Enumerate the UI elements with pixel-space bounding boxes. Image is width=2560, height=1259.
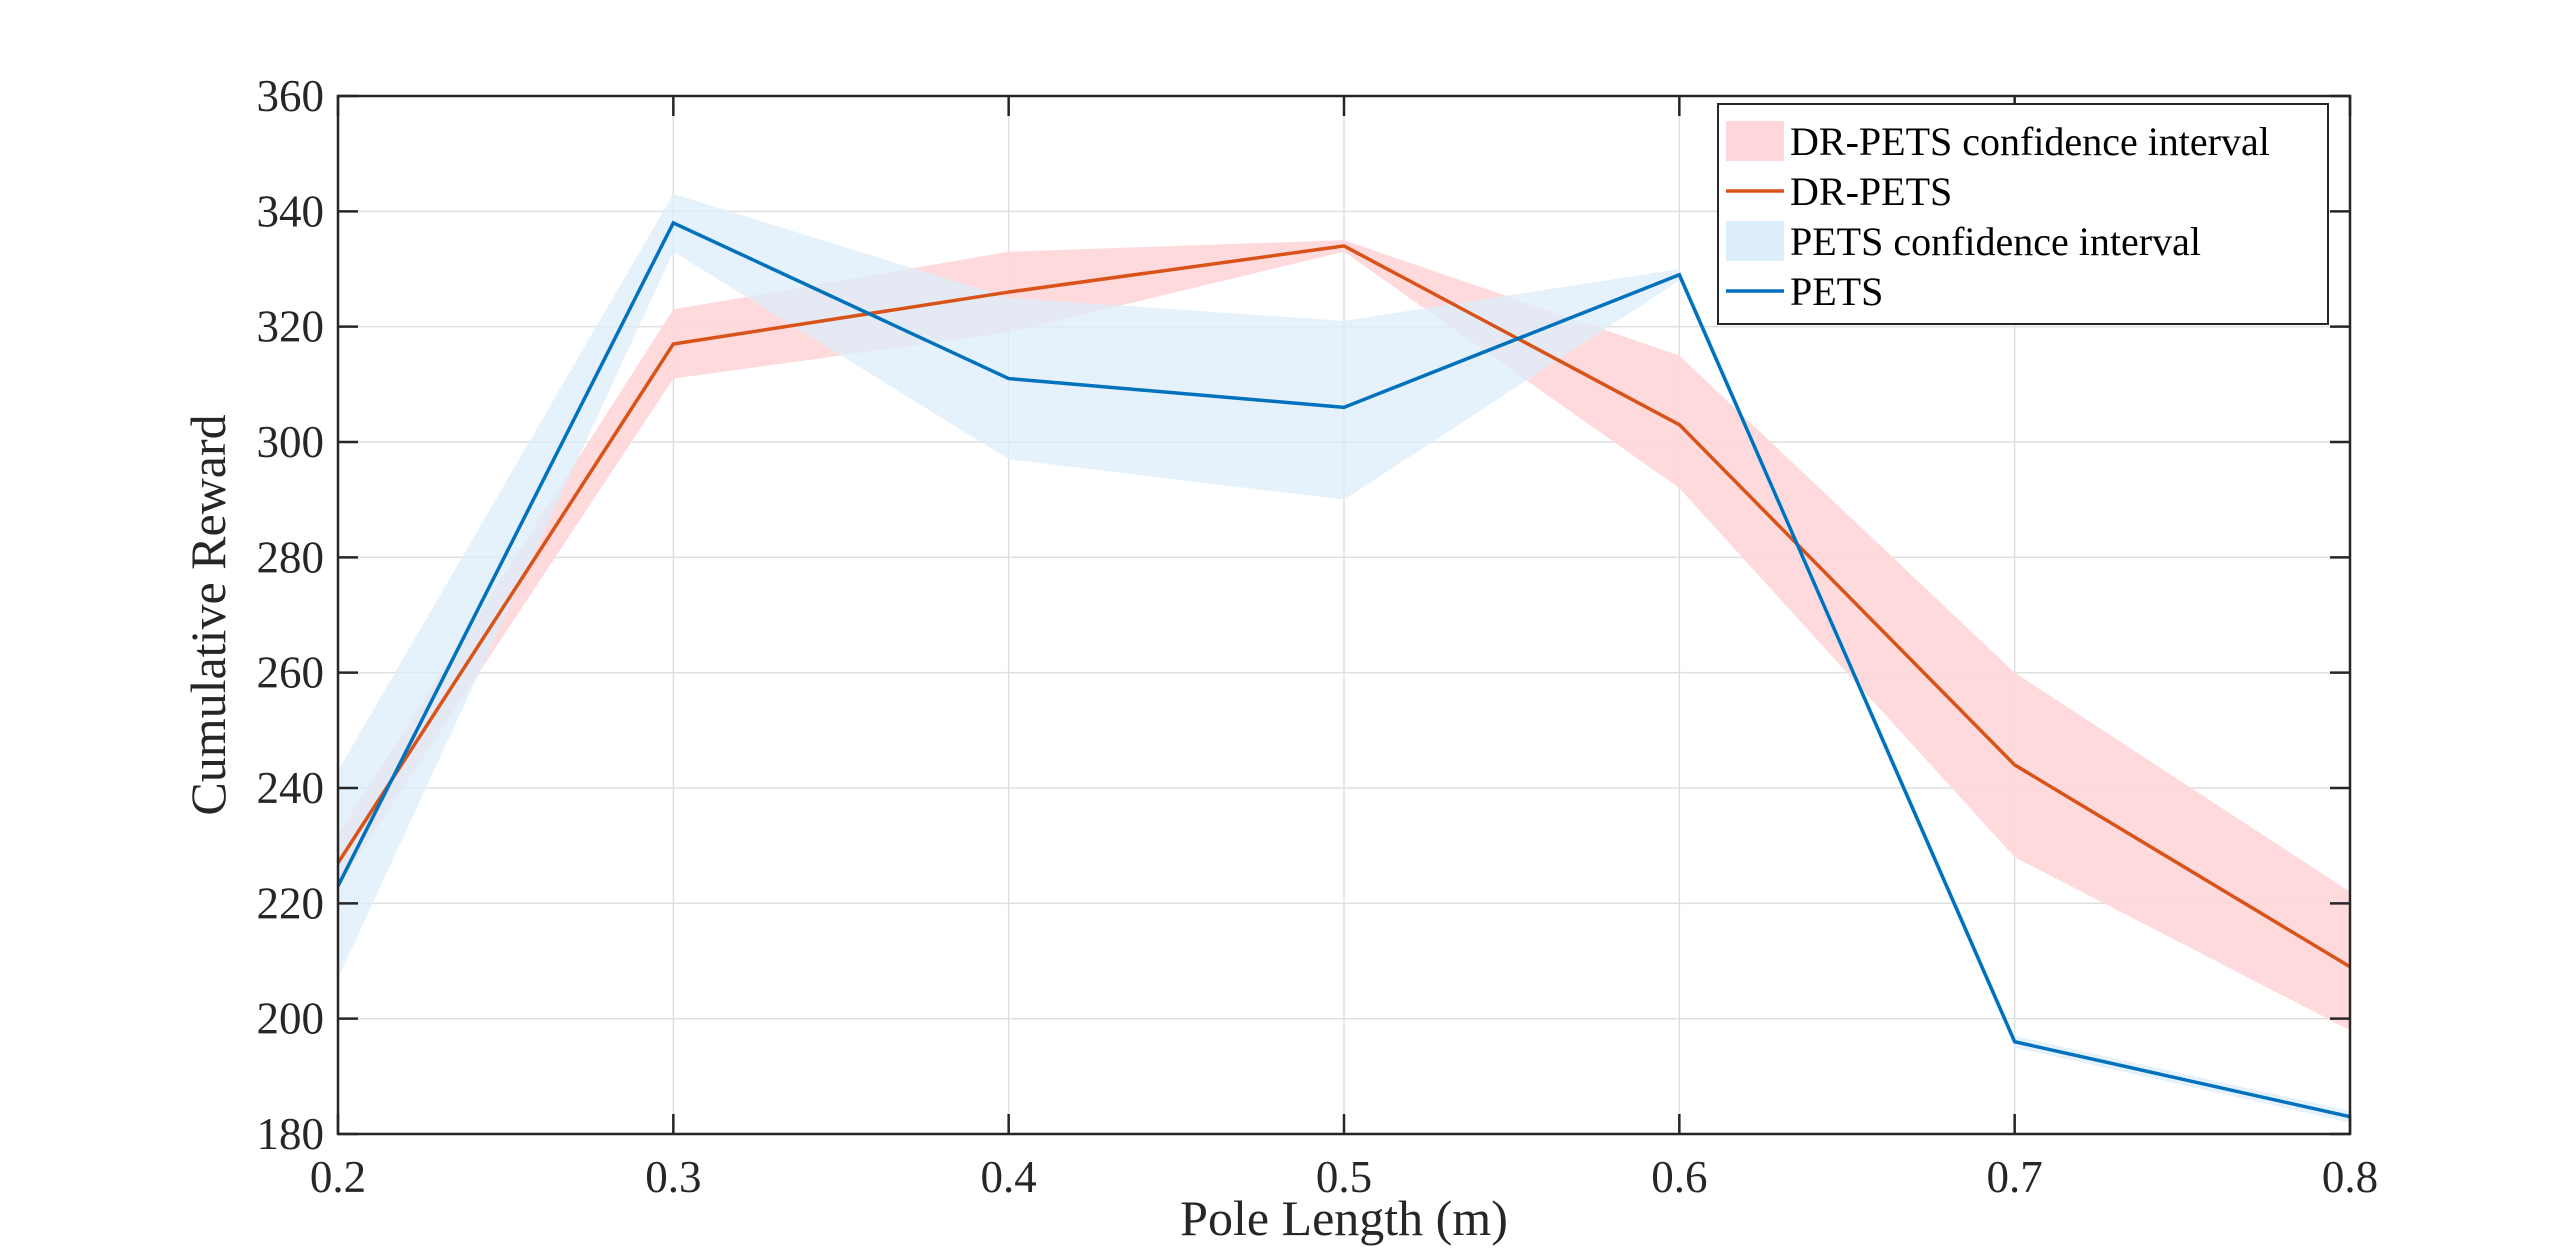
legend-entry-label: DR-PETS bbox=[1790, 169, 1952, 214]
legend-box bbox=[1717, 103, 2329, 325]
x-axis-label: Pole Length (m) bbox=[1180, 1190, 1508, 1246]
series-line-dr-pets bbox=[336, 244, 2351, 969]
y-tick-label: 200 bbox=[257, 994, 325, 1044]
x-tick-label: 0.3 bbox=[645, 1152, 701, 1202]
x-tick-label: 0.8 bbox=[2322, 1152, 2378, 1202]
y-tick-label: 320 bbox=[257, 302, 325, 352]
legend-entry-label: DR-PETS confidence interval bbox=[1790, 119, 2270, 164]
series-line-pets bbox=[336, 220, 2351, 1119]
legend-swatch-band bbox=[1726, 121, 1784, 161]
y-tick-label: 280 bbox=[257, 532, 325, 582]
x-tick-label: 0.5 bbox=[1316, 1152, 1372, 1202]
x-tick-label: 0.2 bbox=[310, 1152, 366, 1202]
y-tick-label: 240 bbox=[257, 763, 325, 813]
y-tick-label: 300 bbox=[257, 417, 325, 467]
confidence-band-dr-pets bbox=[338, 240, 2350, 1031]
y-tick-label: 360 bbox=[257, 71, 325, 121]
x-tick-label: 0.6 bbox=[1651, 1152, 1707, 1202]
y-tick-label: 260 bbox=[257, 648, 325, 698]
x-tick-label: 0.7 bbox=[1987, 1152, 2043, 1202]
axis-tick-labels: 0.2 0.3 0.4 0.5 0.6 0.7 0.8 180 200 220 240 260 280 3… bbox=[257, 71, 2379, 1202]
confidence-band-pets bbox=[338, 194, 2350, 1123]
legend: DR-PETS confidence interval DR-PETS PETS c… bbox=[1717, 103, 2329, 325]
legend-swatch-band bbox=[1726, 221, 1784, 261]
x-tick-label: 0.4 bbox=[981, 1152, 1037, 1202]
confidence-bands bbox=[338, 194, 2350, 1123]
axis-ticks bbox=[336, 94, 2352, 1136]
y-tick-label: 180 bbox=[257, 1109, 325, 1159]
y-tick-label: 220 bbox=[257, 878, 325, 928]
y-tick-label: 340 bbox=[257, 186, 325, 236]
series-lines bbox=[336, 220, 2351, 1119]
y-axis-label: Cumulative Reward bbox=[180, 414, 236, 815]
legend-entry-label: PETS bbox=[1790, 269, 1883, 314]
legend-entry-label: PETS confidence interval bbox=[1790, 219, 2201, 264]
